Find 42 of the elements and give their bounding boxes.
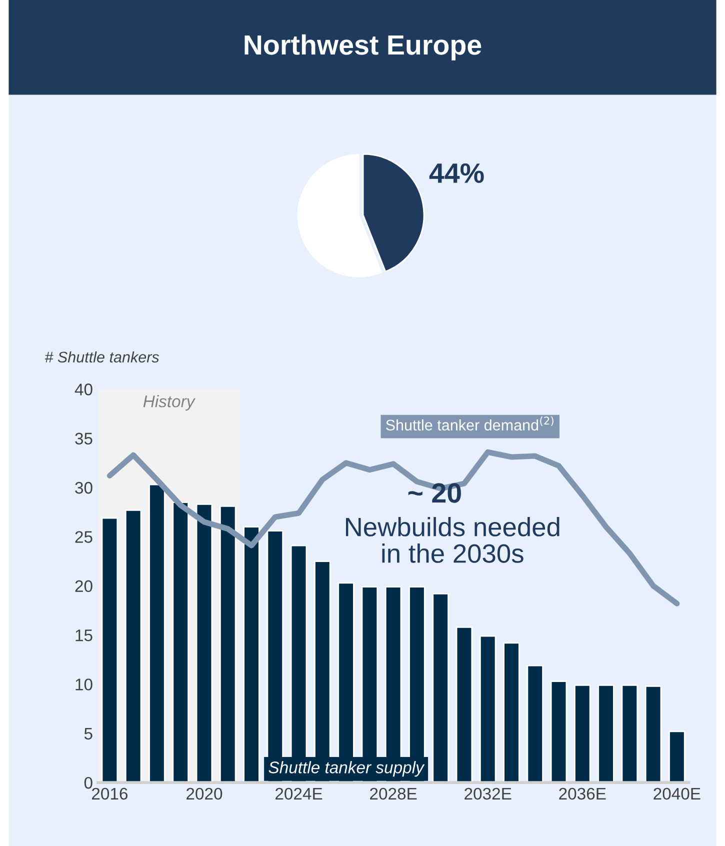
bar bbox=[668, 730, 686, 783]
y-tick-label: 10 bbox=[76, 678, 92, 690]
y-tick-label: 30 bbox=[75, 482, 92, 494]
y-tick-label: 40 bbox=[74, 384, 92, 396]
bar bbox=[148, 484, 166, 783]
bar bbox=[172, 502, 189, 783]
bar bbox=[574, 684, 591, 783]
x-tick-label: 2020 bbox=[186, 788, 222, 800]
band-label: History bbox=[143, 395, 196, 411]
bar bbox=[124, 509, 142, 783]
text: Shuttle tanker demand$^{(2)}$ bbox=[386, 416, 554, 431]
x-tick-label: 2036E bbox=[559, 788, 606, 800]
y-tick-label: 15 bbox=[76, 630, 92, 642]
bar bbox=[456, 626, 473, 783]
x-tick-label: 2028E bbox=[370, 788, 417, 800]
bar bbox=[598, 684, 614, 783]
bar bbox=[621, 684, 638, 783]
bar bbox=[219, 506, 236, 783]
bar bbox=[101, 517, 118, 783]
x-tick-label: 2024E bbox=[276, 788, 322, 800]
bar bbox=[243, 526, 260, 783]
x-tick-label: 2040E bbox=[654, 788, 700, 800]
bar bbox=[432, 593, 449, 783]
bar bbox=[479, 635, 496, 783]
bar bbox=[644, 685, 662, 783]
bar bbox=[550, 680, 568, 783]
y-tick-label: 5 bbox=[84, 728, 92, 740]
y-tick-label: 20 bbox=[75, 580, 92, 592]
chart-title: Northwest Europe bbox=[244, 34, 482, 60]
x-tick-label: 2016 bbox=[92, 788, 128, 800]
bar bbox=[526, 664, 544, 783]
y-tick-label: 25 bbox=[75, 531, 92, 543]
data-label: 44% bbox=[429, 163, 484, 183]
annotation: Newbuilds needed in the 2030s bbox=[346, 517, 560, 563]
y-axis-title: # Shuttle tankers bbox=[44, 351, 160, 363]
bar bbox=[503, 642, 520, 783]
series-label: Shuttle tanker supply bbox=[268, 761, 425, 777]
annotation: ~ 20 bbox=[408, 483, 461, 503]
bar bbox=[196, 504, 213, 783]
y-tick-label: 0 bbox=[84, 776, 92, 789]
x-tick-label: 2032E bbox=[464, 788, 512, 800]
y-tick-label: 35 bbox=[75, 432, 92, 445]
